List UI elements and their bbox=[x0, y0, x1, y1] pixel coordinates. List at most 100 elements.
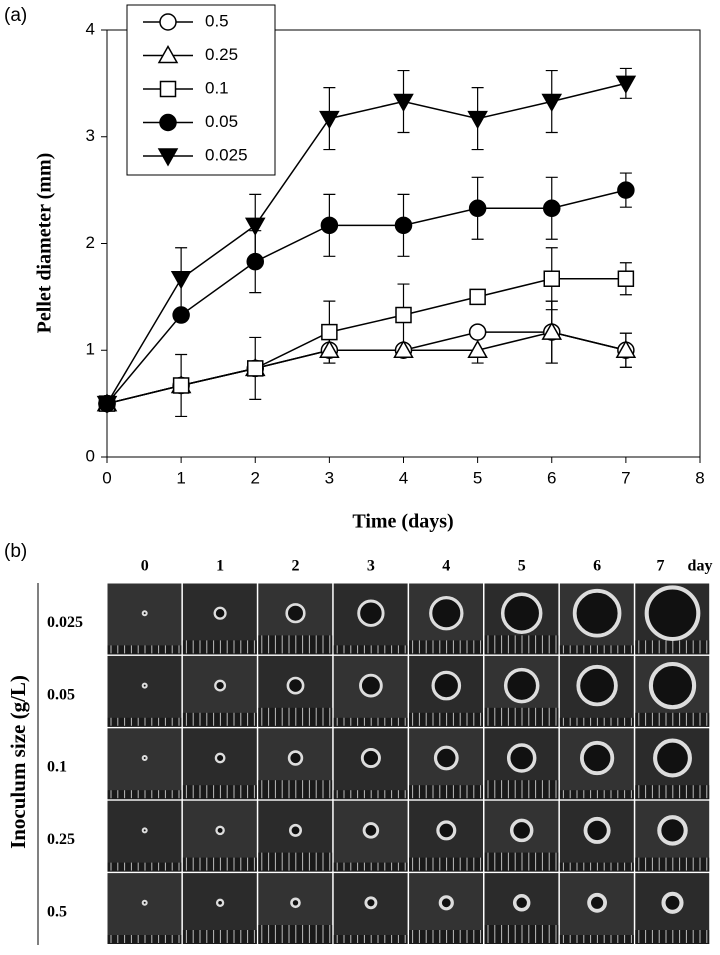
pellet bbox=[214, 752, 226, 764]
legend-marker bbox=[157, 44, 179, 64]
photo-tile bbox=[258, 873, 333, 944]
column-label: 2 bbox=[292, 558, 300, 575]
marker bbox=[617, 181, 635, 199]
photo-tile bbox=[484, 873, 559, 944]
photo-tile bbox=[107, 728, 182, 800]
marker bbox=[615, 339, 637, 358]
series-line bbox=[106, 277, 626, 405]
photo-tile bbox=[559, 583, 634, 655]
photo-tile bbox=[559, 873, 634, 944]
legend-label: 0.5 bbox=[205, 11, 229, 30]
ruler bbox=[333, 717, 408, 727]
marker bbox=[541, 321, 563, 340]
photo-tile bbox=[182, 873, 257, 944]
ruler bbox=[409, 640, 483, 655]
photo-tile bbox=[484, 728, 559, 800]
photo-tile bbox=[559, 728, 634, 800]
pellet bbox=[141, 610, 148, 617]
photo bbox=[107, 873, 182, 944]
photo-tile bbox=[409, 728, 483, 800]
ruler bbox=[409, 712, 483, 727]
x-tick-label: 5 bbox=[473, 468, 482, 487]
marker bbox=[469, 288, 486, 306]
pellet bbox=[572, 588, 622, 638]
ruler bbox=[182, 640, 257, 655]
pellet bbox=[288, 823, 302, 837]
marker bbox=[244, 217, 266, 236]
photo-tile bbox=[333, 583, 408, 655]
marker bbox=[615, 75, 637, 94]
photo-tile bbox=[258, 800, 333, 872]
ruler bbox=[182, 930, 257, 944]
pellet bbox=[583, 816, 611, 844]
pellet bbox=[429, 596, 464, 631]
marker bbox=[246, 252, 264, 271]
ruler bbox=[484, 635, 559, 655]
ruler bbox=[409, 857, 483, 872]
ruler bbox=[258, 852, 333, 872]
pellet bbox=[644, 585, 701, 642]
photo-tile bbox=[107, 655, 182, 727]
pellet bbox=[436, 820, 457, 841]
photo-tile bbox=[182, 655, 257, 727]
pellet bbox=[357, 599, 385, 627]
marker bbox=[320, 216, 339, 235]
legend-marker bbox=[159, 13, 177, 31]
marker bbox=[172, 306, 190, 324]
photo-tile bbox=[107, 800, 182, 872]
row-label: 0.05 bbox=[47, 686, 75, 703]
pellet bbox=[362, 822, 380, 839]
x-tick-label: 3 bbox=[325, 468, 334, 487]
pellet bbox=[661, 891, 684, 914]
marker bbox=[395, 306, 412, 324]
pellet bbox=[579, 740, 615, 776]
x-axis-title: Time (days) bbox=[352, 511, 453, 533]
marker bbox=[170, 270, 192, 290]
ruler bbox=[484, 852, 559, 872]
column-label: 1 bbox=[216, 558, 224, 575]
pellet bbox=[653, 738, 692, 778]
column-label: 6 bbox=[593, 558, 601, 575]
photo-tile bbox=[635, 800, 710, 872]
y-tick-label: 4 bbox=[86, 19, 95, 38]
ruler bbox=[182, 712, 257, 727]
marker bbox=[543, 199, 561, 218]
pellet bbox=[290, 897, 301, 909]
grid-y-label: Inoculum size (g/L) bbox=[6, 675, 30, 849]
marker bbox=[467, 110, 488, 130]
column-unit: day bbox=[688, 558, 713, 575]
ruler bbox=[484, 925, 559, 944]
photo-tile bbox=[484, 583, 559, 655]
ruler bbox=[333, 790, 408, 800]
ruler bbox=[258, 635, 333, 655]
column-label: 7 bbox=[657, 558, 665, 575]
pellet bbox=[648, 661, 697, 710]
ruler bbox=[107, 790, 182, 800]
y-tick-label: 3 bbox=[86, 126, 95, 145]
marker bbox=[541, 93, 563, 113]
marker bbox=[172, 377, 190, 394]
ruler bbox=[484, 707, 559, 727]
pellet bbox=[141, 682, 148, 689]
photo-tile bbox=[409, 800, 483, 872]
photo-tile bbox=[333, 800, 408, 872]
pellet bbox=[587, 892, 607, 913]
ruler bbox=[333, 862, 408, 872]
ruler bbox=[107, 862, 182, 872]
marker bbox=[393, 93, 414, 113]
photo-tile bbox=[333, 728, 408, 800]
column-label: 5 bbox=[518, 558, 526, 575]
pellet bbox=[503, 667, 540, 704]
ruler bbox=[409, 930, 483, 944]
pellet bbox=[360, 747, 381, 769]
marker bbox=[247, 360, 264, 377]
marker bbox=[321, 323, 338, 341]
row-label: 0.1 bbox=[47, 759, 67, 776]
marker bbox=[467, 339, 488, 358]
pellet bbox=[431, 670, 462, 701]
ruler bbox=[182, 785, 257, 800]
ruler bbox=[107, 645, 182, 655]
marker bbox=[543, 270, 560, 287]
legend-label: 0.1 bbox=[205, 78, 229, 97]
